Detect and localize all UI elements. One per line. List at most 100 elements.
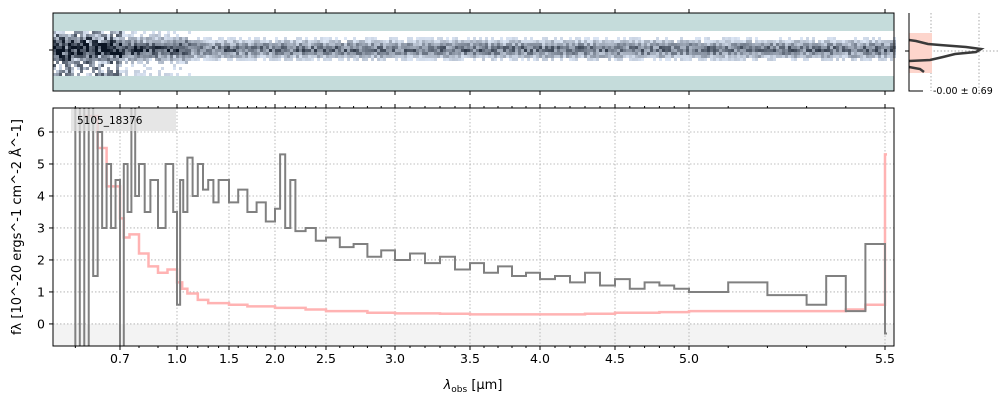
- 2d-pixel: [536, 52, 539, 55]
- 2d-pixel: [53, 37, 56, 40]
- 2d-pixel: [170, 49, 173, 52]
- 2d-pixel: [83, 37, 86, 40]
- 2d-pixel: [854, 43, 857, 46]
- 2d-pixel: [113, 31, 116, 34]
- 2d-pixel: [470, 43, 473, 46]
- 2d-pixel: [317, 43, 320, 46]
- 2d-pixel: [533, 49, 536, 52]
- 2d-pixel: [131, 40, 134, 43]
- 2d-pixel: [623, 43, 626, 46]
- 2d-pixel: [602, 40, 605, 43]
- 2d-pixel: [275, 52, 278, 55]
- 2d-pixel: [77, 67, 80, 70]
- 2d-pixel: [86, 73, 89, 76]
- 2d-pixel: [800, 49, 803, 52]
- 2d-pixel: [719, 52, 722, 55]
- 2d-pixel: [119, 61, 122, 64]
- 2d-pixel: [113, 37, 116, 40]
- 2d-pixel: [410, 55, 413, 58]
- 2d-pixel: [449, 46, 452, 49]
- 2d-pixel: [107, 67, 110, 70]
- 2d-pixel: [644, 43, 647, 46]
- 2d-pixel: [398, 52, 401, 55]
- 2d-pixel: [590, 49, 593, 52]
- 2d-pixel: [128, 52, 131, 55]
- 2d-pixel: [407, 40, 410, 43]
- 2d-pixel: [110, 52, 113, 55]
- 2d-pixel: [308, 40, 311, 43]
- 2d-pixel: [644, 49, 647, 52]
- 2d-pixel: [398, 46, 401, 49]
- 2d-pixel: [674, 58, 677, 61]
- 2d-pixel: [686, 40, 689, 43]
- 2d-pixel: [218, 40, 221, 43]
- 2d-pixel: [509, 55, 512, 58]
- 2d-pixel: [635, 46, 638, 49]
- 2d-pixel: [746, 40, 749, 43]
- 2d-pixel: [623, 49, 626, 52]
- 2d-pixel: [434, 55, 437, 58]
- 2d-pixel: [266, 43, 269, 46]
- 2d-pixel: [206, 40, 209, 43]
- 2d-pixel: [140, 37, 143, 40]
- 2d-pixel: [479, 46, 482, 49]
- 2d-pixel: [797, 49, 800, 52]
- 2d-pixel: [728, 46, 731, 49]
- 2d-pixel: [224, 49, 227, 52]
- 2d-pixel: [134, 70, 137, 73]
- 2d-pixel: [596, 46, 599, 49]
- 2d-pixel: [500, 52, 503, 55]
- 2d-pixel: [470, 52, 473, 55]
- 2d-pixel: [800, 52, 803, 55]
- 2d-pixel: [185, 46, 188, 49]
- 2d-pixel: [572, 46, 575, 49]
- 2d-pixel: [863, 58, 866, 61]
- 2d-pixel: [704, 37, 707, 40]
- 2d-pixel: [68, 37, 71, 40]
- 2d-pixel: [401, 58, 404, 61]
- 2d-pixel: [137, 43, 140, 46]
- 2d-pixel: [563, 52, 566, 55]
- 2d-pixel: [119, 46, 122, 49]
- 2d-pixel: [410, 58, 413, 61]
- 2d-pixel: [668, 58, 671, 61]
- 2d-pixel: [713, 40, 716, 43]
- 2d-pixel: [512, 40, 515, 43]
- 2d-pixel: [407, 49, 410, 52]
- 2d-pixel: [668, 40, 671, 43]
- 2d-pixel: [662, 43, 665, 46]
- 2d-pixel: [296, 43, 299, 46]
- 2d-pixel: [215, 43, 218, 46]
- 2d-pixel: [869, 40, 872, 43]
- 2d-pixel: [290, 40, 293, 43]
- 2d-pixel: [890, 43, 893, 46]
- 2d-pixel: [362, 49, 365, 52]
- 2d-pixel: [176, 34, 179, 37]
- 2d-pixel: [653, 58, 656, 61]
- 2d-pixel: [131, 58, 134, 61]
- 2d-pixel: [752, 58, 755, 61]
- 2d-pixel: [314, 46, 317, 49]
- 2d-pixel: [116, 40, 119, 43]
- 2d-pixel: [683, 46, 686, 49]
- 2d-pixel: [260, 49, 263, 52]
- 2d-pixel: [206, 55, 209, 58]
- 2d-pixel: [362, 58, 365, 61]
- 2d-pixel: [134, 40, 137, 43]
- 2d-pixel: [839, 40, 842, 43]
- 2d-pixel: [203, 37, 206, 40]
- 2d-pixel: [566, 40, 569, 43]
- 2d-pixel: [854, 49, 857, 52]
- 2d-pixel: [617, 58, 620, 61]
- 2d-pixel: [497, 55, 500, 58]
- 2d-pixel: [209, 52, 212, 55]
- 2d-pixel: [122, 46, 125, 49]
- 2d-pixel: [416, 40, 419, 43]
- 2d-pixel: [731, 43, 734, 46]
- 2d-pixel: [89, 58, 92, 61]
- 2d-pixel: [818, 55, 821, 58]
- 2d-pixel: [86, 58, 89, 61]
- 2d-pixel: [86, 49, 89, 52]
- 2d-pixel: [692, 43, 695, 46]
- 2d-pixel: [347, 43, 350, 46]
